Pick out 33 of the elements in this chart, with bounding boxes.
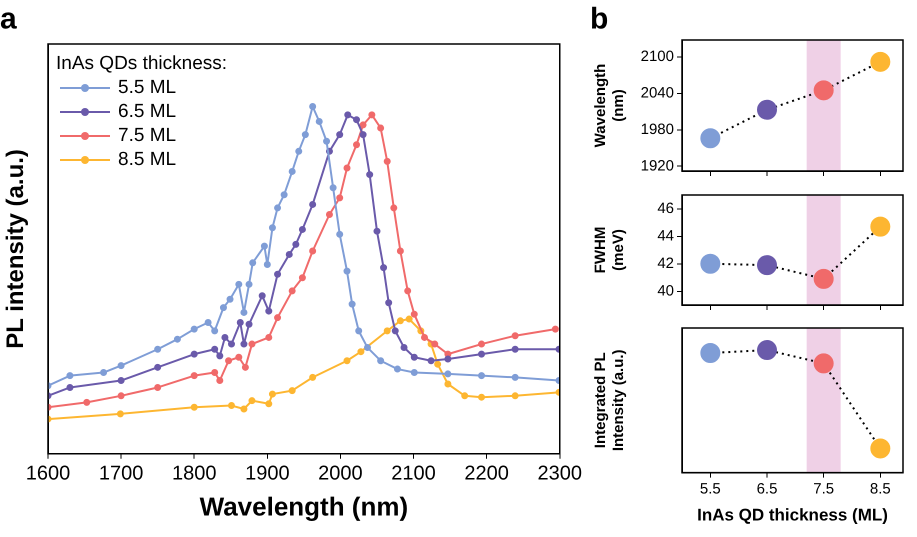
y-tick-label: 1920 [640,157,674,174]
y-tick-label: 2040 [640,84,674,102]
x-tick-label: 2300 [538,462,582,484]
x-tick-label: 5.5 [700,480,721,498]
x-axis-title: Wavelength (nm) [200,492,408,522]
x-tick-label: 7.5 [813,480,834,498]
x-tick-label: 1600 [26,462,70,484]
x-tick-label: 1700 [98,462,144,484]
x-tick-label: 2200 [464,462,509,484]
x-axis-title: InAs QD thickness (ML) [697,505,888,524]
y-axis-title: FWHM (meV) [592,226,628,274]
x-tick-label: 2000 [318,462,363,484]
x-tick-label: 6.5 [756,480,778,498]
y-tick-label: 1980 [640,120,674,138]
x-tick-label: 8.5 [870,480,891,498]
legend-title: InAs QDs thickness: [56,53,228,74]
x-tick-label: 1900 [245,462,290,484]
chart-title: a [0,2,17,36]
x-tick-label: 1800 [172,462,216,484]
y-tick-label: 42 [657,254,674,272]
y-tick-label: 44 [657,227,674,244]
y-axis-title: PL intensity (a.u.) [2,149,30,349]
chart-title: b [590,2,608,36]
legend-label: 5.5 ML [118,77,176,98]
x-tick-label: 2100 [391,462,436,484]
y-tick-label: 2100 [640,48,674,66]
legend-label: 8.5 ML [118,149,176,170]
y-tick-label: 46 [657,200,674,217]
y-tick-label: 40 [657,282,674,300]
legend-label: 7.5 ML [118,125,176,146]
y-axis-title: Wavelength (nm) [592,64,628,148]
y-axis-title: Integrated PL Intensity (a.u.) [592,349,628,452]
legend-label: 6.5 ML [118,101,176,122]
